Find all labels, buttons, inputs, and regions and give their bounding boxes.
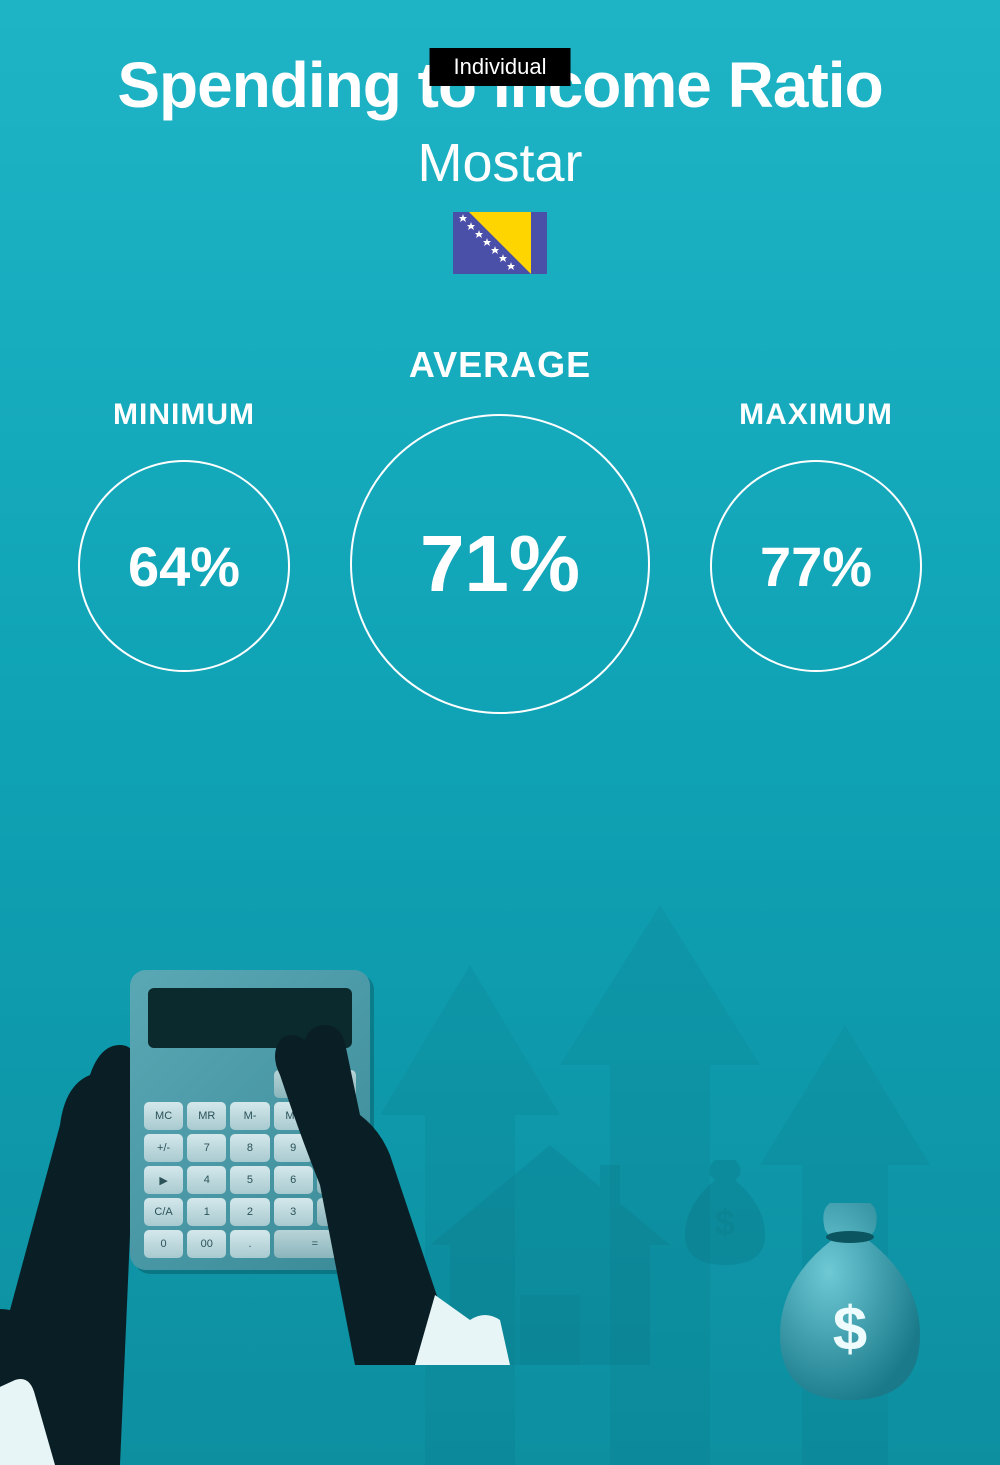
svg-text:$: $ xyxy=(715,1202,735,1243)
minimum-stat: MINIMUM 64% xyxy=(78,398,290,672)
badge-text: Individual xyxy=(454,54,547,79)
bosnia-flag-icon xyxy=(453,212,547,274)
average-circle: 71% xyxy=(350,414,650,714)
illustration-area: $ $ % MU MC MR xyxy=(0,865,1000,1465)
maximum-label: MAXIMUM xyxy=(739,398,893,432)
average-label: AVERAGE xyxy=(409,344,591,386)
city-name: Mostar xyxy=(0,132,1000,194)
average-value: 71% xyxy=(420,518,580,610)
maximum-stat: MAXIMUM 77% xyxy=(710,398,922,672)
svg-text:$: $ xyxy=(833,1295,867,1364)
money-bag-icon: $ xyxy=(770,1195,930,1405)
minimum-label: MINIMUM xyxy=(113,398,255,432)
maximum-value: 77% xyxy=(760,534,872,599)
stats-row: MINIMUM 64% AVERAGE 71% MAXIMUM 77% xyxy=(0,344,1000,714)
category-badge: Individual xyxy=(430,48,571,86)
money-bag-icon: $ xyxy=(680,1155,770,1265)
minimum-value: 64% xyxy=(128,534,240,599)
minimum-circle: 64% xyxy=(78,460,290,672)
maximum-circle: 77% xyxy=(710,460,922,672)
average-stat: AVERAGE 71% xyxy=(350,344,650,714)
hand-right-icon xyxy=(260,985,510,1365)
